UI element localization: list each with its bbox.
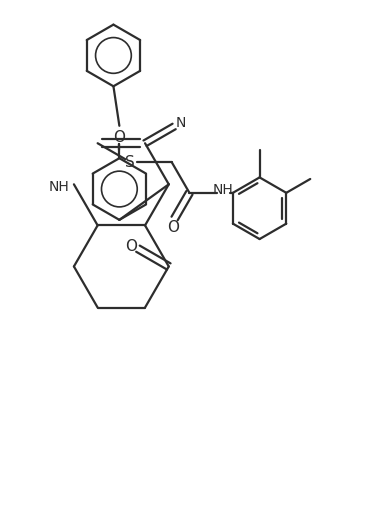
Text: S: S [125,155,135,170]
Text: O: O [114,130,125,145]
Text: NH: NH [213,182,234,197]
Text: N: N [176,116,186,130]
Text: O: O [125,239,137,254]
Text: NH: NH [48,180,69,194]
Text: O: O [166,219,179,235]
